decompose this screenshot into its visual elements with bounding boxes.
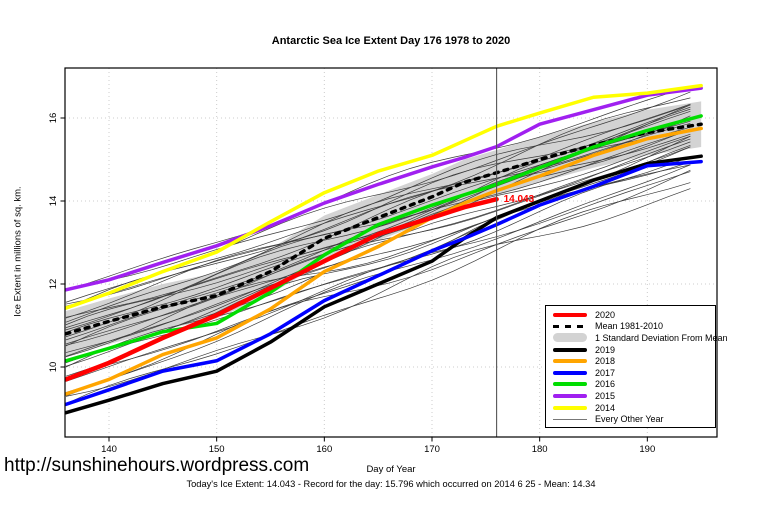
x-tick-label: 180 (532, 444, 548, 455)
every-other-year-line (65, 135, 691, 346)
legend-swatch-thick (553, 393, 587, 398)
every-other-year-line (65, 103, 691, 323)
legend-label: 2019 (595, 344, 616, 355)
y-tick-label: 14 (48, 196, 59, 207)
legend-label: Every Other Year (595, 414, 664, 425)
page-title: Antarctic Sea Ice Extent Day 176 1978 to… (271, 35, 511, 47)
legend-swatch-thick (553, 312, 587, 317)
legend-label: 1 Standard Deviation From Mean (595, 332, 728, 343)
x-tick-label: 150 (209, 444, 225, 455)
legend-item: 2020 (546, 309, 715, 321)
legend-item: Mean 1981-2010 (546, 321, 715, 333)
legend-swatch-thick (553, 405, 587, 410)
y-tick-label: 16 (48, 113, 59, 124)
series-2017-line (65, 159, 703, 407)
legend-item: 2015 (546, 390, 715, 402)
legend-swatch-thick (553, 382, 587, 387)
legend-label: 2014 (595, 402, 616, 413)
today-extent-annotation: 14.043 (503, 194, 535, 206)
every-other-year-line (65, 146, 691, 345)
legend-swatch-thick (553, 370, 587, 375)
every-other-year-line (65, 133, 691, 318)
x-axis-label: Day of Year (366, 464, 416, 475)
legend-label: 2018 (595, 356, 616, 367)
legend-item: 2014 (546, 402, 715, 414)
legend-swatch-dashed (553, 324, 587, 329)
legend-label: 2016 (595, 379, 616, 390)
plot-border (64, 67, 718, 438)
series-2020-line (65, 196, 499, 382)
series-2014-line (65, 83, 703, 310)
legend-item: 2017 (546, 367, 715, 379)
x-tick-label: 170 (424, 444, 440, 455)
series-2018-line (65, 126, 703, 396)
every-other-year-line (65, 182, 691, 405)
legend: 2020 Mean 1981-2010 1 Standard Deviation F… (545, 305, 728, 428)
legend-item: 2019 (546, 344, 715, 356)
legend-item: 1 Standard Deviation From Mean (546, 332, 728, 344)
legend-swatch-thick (553, 359, 587, 364)
y-axis-label: Ice Extent in millions of sq. km. (12, 186, 24, 317)
legend-label: 2017 (595, 367, 616, 378)
legend-swatch-thin (553, 418, 587, 420)
footer-url: http://sunshinehours.wordpress.com (4, 455, 310, 476)
every-other-year-line (65, 104, 691, 290)
every-other-year-line (65, 188, 691, 397)
series-2019-line (65, 154, 703, 415)
legend-label: 2020 (595, 309, 616, 320)
legend-item: 2016 (546, 379, 715, 391)
footer-stats: Today's Ice Extent: 14.043 - Record for … (186, 479, 596, 489)
y-tick-label: 10 (48, 362, 59, 373)
legend-swatch-thick (553, 347, 587, 352)
every-other-year-line (65, 164, 691, 368)
every-other-year-line (65, 141, 691, 357)
legend-item: 2018 (546, 355, 715, 367)
x-tick-label: 190 (639, 444, 655, 455)
series-2016-line (65, 114, 703, 363)
y-tick-label: 12 (48, 279, 59, 290)
legend-label: Mean 1981-2010 (595, 321, 664, 332)
every-other-year-line (65, 146, 691, 363)
every-other-year-line (65, 123, 691, 307)
x-tick-label: 140 (101, 444, 117, 455)
every-other-year-line (65, 86, 691, 291)
legend-item: Every Other Year (546, 413, 715, 425)
legend-swatch-band (553, 333, 587, 343)
legend-label: 2015 (595, 390, 616, 401)
series-layer (65, 83, 703, 415)
mean-1981-2010-line (65, 122, 703, 336)
series-2015-line (65, 86, 703, 292)
x-tick-label: 160 (316, 444, 332, 455)
